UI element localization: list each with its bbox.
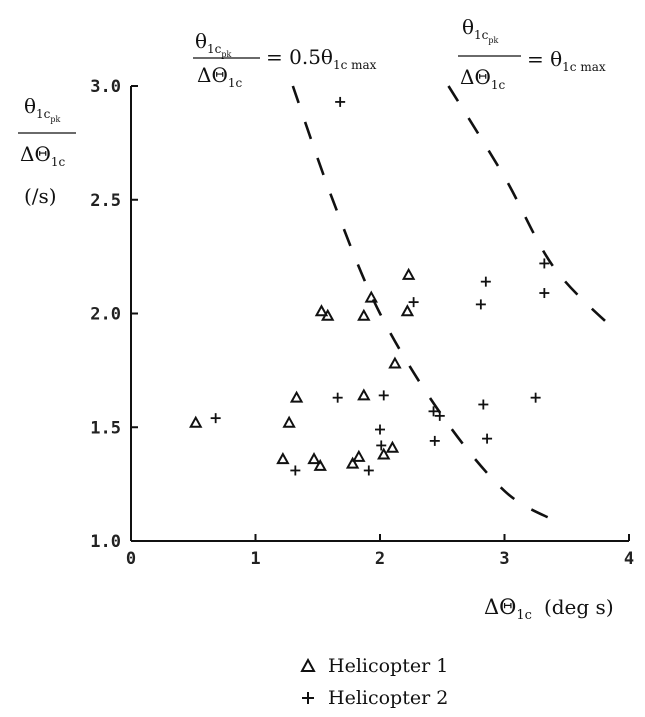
x-tick-label: 2 (375, 549, 385, 569)
helicopter-2-point (375, 424, 385, 435)
helicopter-2-point (475, 299, 486, 310)
helicopter-1-point (282, 415, 296, 428)
helicopter-2-point (429, 435, 440, 446)
helicopter-1-point (189, 415, 203, 428)
plus-marker-icon (302, 692, 314, 704)
helicopter-1-point (388, 356, 402, 369)
helicopter-2-point (332, 392, 343, 403)
svg-text:θ1cpk: θ1cpk (24, 94, 61, 124)
helicopter-1-point (313, 458, 327, 471)
y-tick-label: 1.0 (90, 532, 121, 552)
axis-ticks: 0 1 2 3 4 1.0 1.5 2.0 2.5 3.0 (90, 77, 634, 569)
helicopter-2-point (378, 390, 389, 401)
helicopter-2-point (210, 413, 221, 424)
svg-text:θ1cpk: θ1cpk (195, 29, 232, 59)
helicopter-1-point (401, 267, 416, 280)
helicopter-1-point (357, 388, 371, 401)
svg-text:ΔΘ1c: ΔΘ1c (197, 63, 242, 90)
legend-item-helicopter-2: Helicopter 2 (300, 682, 448, 714)
helicopter-2-point (530, 392, 541, 403)
helicopter-2-point (539, 288, 550, 299)
legend: Helicopter 1 Helicopter 2 (300, 650, 448, 714)
svg-text:ΔΘ1c: ΔΘ1c (20, 142, 65, 169)
helicopter-1-point (314, 304, 329, 317)
svg-text:= 0.5θ1c max: = 0.5θ1c max (266, 45, 377, 72)
left-curve-label: θ1cpk ΔΘ1c = 0.5θ1c max (193, 29, 377, 90)
helicopter-1-point (307, 452, 321, 465)
y-tick-label: 2.0 (90, 305, 121, 325)
helicopter-2-point (434, 410, 445, 421)
helicopter-1-point (352, 449, 366, 462)
svg-text:θ1cpk: θ1cpk (462, 15, 499, 45)
y-tick-label: 1.5 (90, 418, 121, 438)
helicopter-1-point (377, 447, 391, 460)
y-axis-label: θ1cpk ΔΘ1c (/s) (18, 94, 76, 208)
legend-label-helicopter-2: Helicopter 2 (328, 687, 449, 709)
x-tick-label: 4 (624, 549, 634, 569)
helicopter-1-point (276, 452, 290, 465)
helicopter-2-point (290, 465, 301, 476)
helicopter-1-point (400, 304, 415, 317)
helicopter-2-point (539, 258, 550, 269)
helicopter-2-point (428, 406, 439, 417)
helicopter-2-point (478, 399, 489, 410)
triangle-marker-icon (300, 658, 316, 672)
helicopter-1-point (289, 390, 304, 403)
legend-item-helicopter-1: Helicopter 1 (300, 650, 448, 682)
helicopter-2-point (482, 433, 493, 444)
helicopter-1-point (385, 440, 400, 453)
helicopter-2-point (376, 440, 387, 451)
x-axis-label: ΔΘ1c (deg s) (484, 595, 614, 623)
x-tick-label: 1 (250, 549, 260, 569)
svg-text:ΔΘ1c(deg s): ΔΘ1c (deg s) (484, 595, 614, 623)
svg-text:ΔΘ1c: ΔΘ1c (460, 65, 505, 92)
helicopter-2-point (335, 96, 346, 107)
helicopter-2-point (480, 276, 491, 287)
helicopter-1-point (321, 308, 335, 321)
legend-label-helicopter-1: Helicopter 1 (328, 655, 449, 677)
boundary-curves (291, 85, 618, 522)
x-tick-label: 3 (499, 549, 509, 569)
svg-text:= θ1c max: = θ1c max (527, 47, 606, 74)
svg-text:(/s): (/s) (24, 184, 57, 208)
dashed-curve-1 (291, 85, 555, 522)
dashed-curve-2 (447, 85, 618, 333)
data-points (189, 96, 550, 476)
x-tick-label: 0 (126, 549, 136, 569)
right-curve-label: θ1cpk ΔΘ1c = θ1c max (458, 15, 606, 92)
helicopter-1-point (345, 456, 360, 469)
helicopter-1-point (364, 290, 378, 303)
helicopter-1-point (357, 308, 371, 321)
helicopter-2-point (363, 465, 374, 476)
y-tick-label: 3.0 (90, 77, 121, 97)
y-tick-label: 2.5 (90, 191, 121, 211)
helicopter-2-point (408, 297, 419, 308)
